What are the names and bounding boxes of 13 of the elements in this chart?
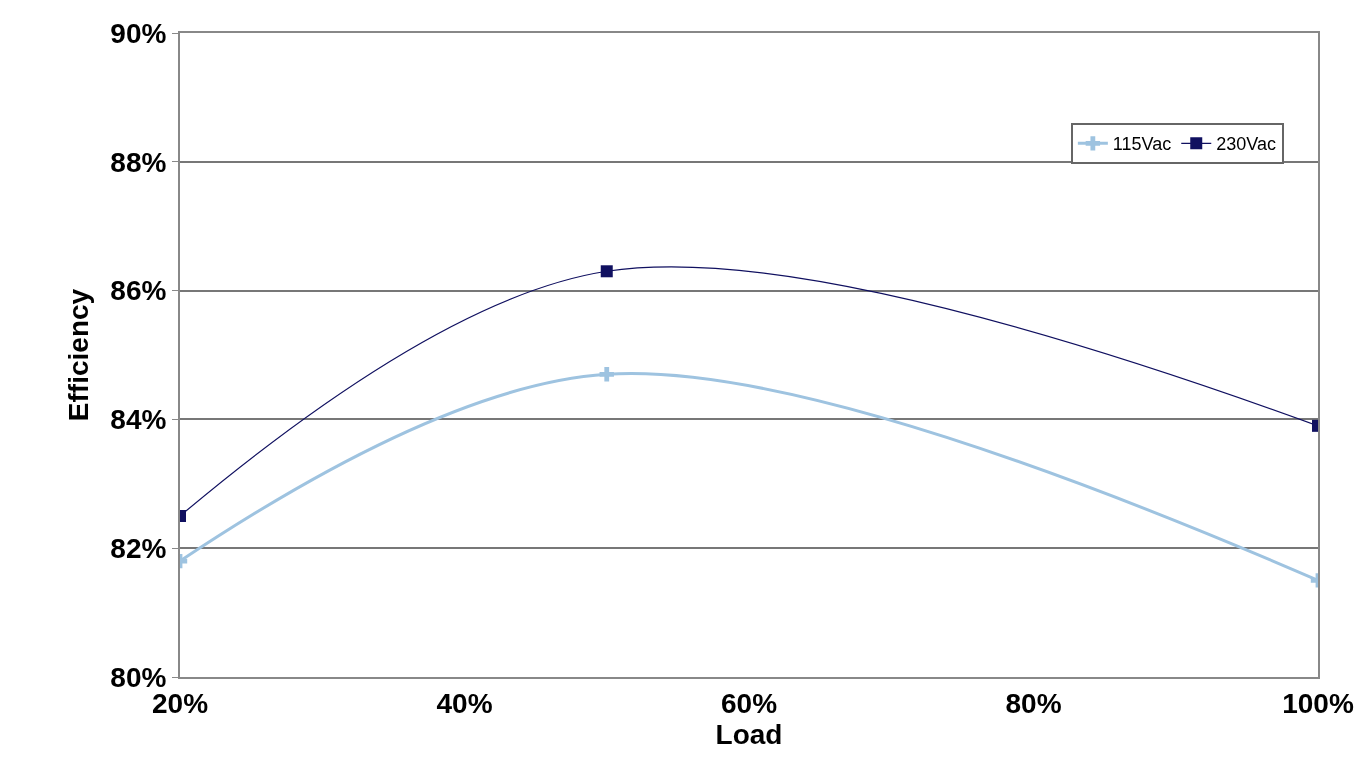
y-tick-label: 82% (110, 533, 167, 564)
x-tick-label: 80% (1005, 687, 1062, 719)
x-tick-label: 60% (720, 687, 778, 719)
y-tick-label: 84% (110, 404, 167, 436)
y-tick-label: 88% (110, 146, 167, 178)
x-axis-title: Load (715, 718, 783, 750)
y-tick-label: 90% (110, 17, 167, 49)
x-tick-label: 100% (1282, 687, 1354, 719)
y-tick-label: 86% (110, 275, 167, 307)
legend-label: 230Vac (1216, 134, 1276, 155)
legend-label: 115Vac (1112, 134, 1172, 155)
x-tick-label: 40% (436, 687, 493, 719)
y-axis-title: Efficiency (62, 288, 94, 422)
